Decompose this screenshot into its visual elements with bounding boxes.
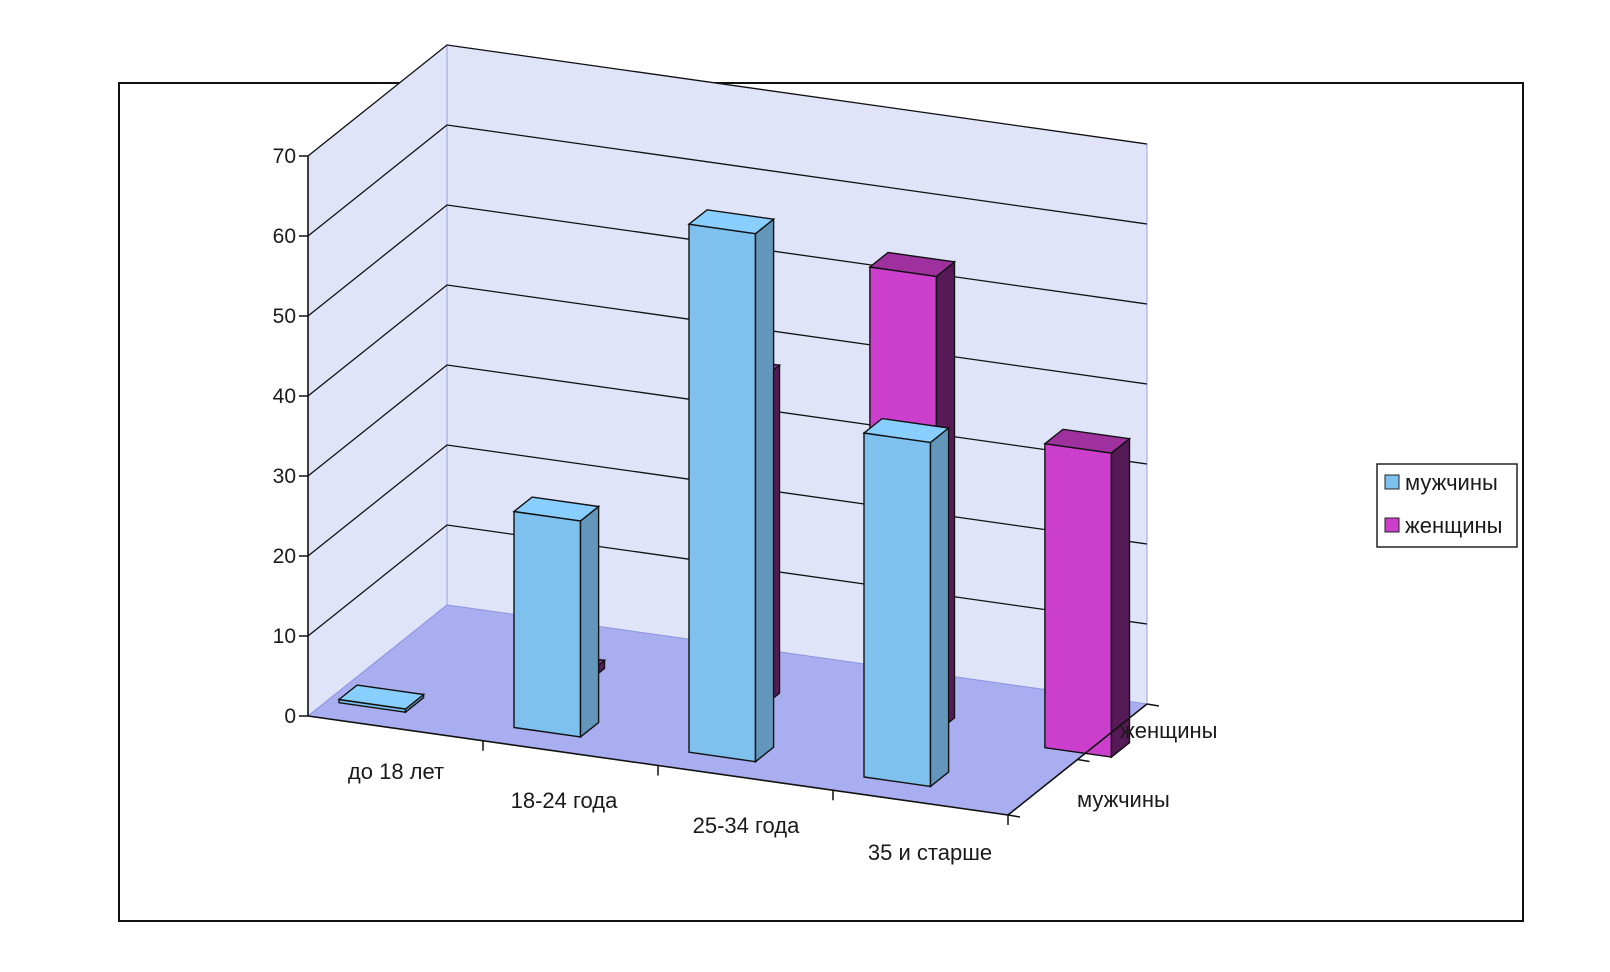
- left-wall: [307, 43, 448, 718]
- bar-top-face: [868, 251, 957, 278]
- bar-front-face: [1044, 442, 1113, 758]
- chart-bars: [337, 209, 1132, 788]
- bar-top-face: [687, 209, 776, 235]
- bar-men-1: [512, 496, 601, 739]
- chart-legend: мужчины женщины: [1376, 463, 1518, 548]
- bar-side-face: [754, 217, 775, 764]
- gridline-70: [307, 44, 1148, 157]
- value-tick-label-10: 10: [273, 625, 296, 648]
- bar-front-face: [513, 510, 582, 738]
- category-label-2: 25-34 года: [693, 813, 801, 838]
- depth-tick-2: [1146, 703, 1160, 707]
- bar-top-face: [862, 417, 951, 444]
- bar-women-3: [1043, 428, 1132, 759]
- chart-axes: 0 10 20 30 40 50 60 70 до 18 лет 18-24 года 25-34 …: [273, 145, 1218, 865]
- legend-box: [1376, 463, 1518, 548]
- value-tick-label-20: 20: [273, 545, 296, 568]
- value-tick-label-50: 50: [273, 305, 296, 328]
- value-tick-label-0: 0: [284, 705, 296, 728]
- depth-tick-0: [1077, 758, 1090, 763]
- value-tick-label-70: 70: [273, 145, 296, 168]
- gridline-60: [307, 124, 1148, 237]
- bar-side-face: [1110, 437, 1131, 759]
- category-label-0: до 18 лет: [348, 759, 444, 784]
- value-tick-label-60: 60: [273, 225, 296, 248]
- legend-swatch-men: [1384, 474, 1400, 490]
- legend-label-women: женщины: [1405, 513, 1502, 538]
- depth-label-1: женщины: [1120, 718, 1217, 743]
- bar-front-face: [863, 432, 932, 788]
- bar-top-face: [512, 496, 601, 522]
- depth-label-0: мужчины: [1077, 787, 1170, 812]
- legend-label-men: мужчины: [1405, 470, 1498, 495]
- bar-top-face: [1043, 428, 1132, 454]
- value-tick-label-30: 30: [273, 465, 296, 488]
- value-tick-label-40: 40: [273, 385, 296, 408]
- bar-front-face: [688, 223, 757, 763]
- bar-side-face: [929, 426, 950, 788]
- bar-top-face: [337, 684, 426, 710]
- bar-men-0: [337, 684, 426, 714]
- legend-swatch-women: [1384, 517, 1400, 533]
- bar-men-2: [687, 209, 776, 764]
- bar-men-3: [862, 417, 951, 788]
- category-label-1: 18-24 года: [511, 788, 619, 813]
- bar-side-face: [579, 505, 600, 739]
- category-label-3: 35 и старше: [868, 840, 992, 865]
- depth-tick-1: [1007, 814, 1021, 818]
